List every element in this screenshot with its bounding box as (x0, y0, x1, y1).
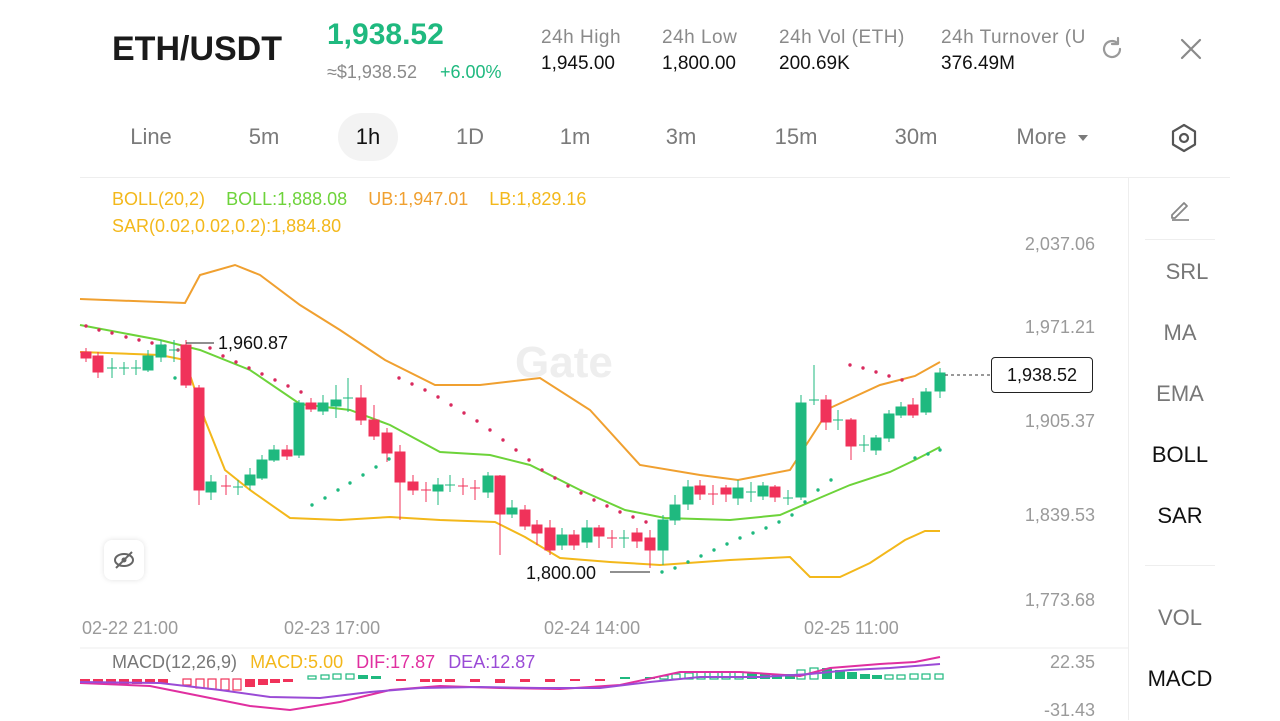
sar-dots (84, 324, 904, 524)
macd-axis-bottom: -31.43 (1043, 700, 1095, 720)
boll-lb-value: LB:1,829.16 (489, 189, 587, 209)
sidebar-item-ema[interactable]: EMA (1156, 381, 1204, 406)
dif-value: DIF:17.87 (356, 652, 436, 672)
sidebar-item-macd[interactable]: MACD (1147, 666, 1213, 691)
pencil-icon[interactable] (1166, 195, 1194, 223)
close-icon[interactable] (1178, 36, 1204, 62)
price-axis-label: 1,839.53 (1024, 505, 1095, 525)
time-axis-label: 02-24 14:00 (544, 618, 641, 638)
price-change: +6.00% (440, 62, 502, 82)
price-axis-label: 1,905.37 (1024, 411, 1095, 431)
stat-value: 1,945.00 (541, 53, 615, 74)
stat-volume: 24h Vol (ETH) 200.69K (779, 27, 905, 75)
tab-15m[interactable]: 15m (774, 124, 818, 149)
sidebar-item-sar[interactable]: SAR (1157, 503, 1203, 528)
macd-dea-line (79, 663, 941, 700)
tab-line[interactable]: Line (130, 124, 172, 149)
stat-value: 200.69K (779, 53, 850, 74)
boll-legend: BOLL(20,2) BOLL:1,888.08 UB:1,947.01 LB:… (112, 189, 586, 210)
pair-title: ETH/USDT (112, 30, 282, 68)
stat-value: 1,800.00 (662, 53, 736, 74)
sidebar-item-ma[interactable]: MA (1163, 320, 1197, 345)
time-axis-label: 02-22 21:00 (82, 618, 179, 638)
macd-legend: MACD(12,26,9) MACD:5.00 DIF:17.87 DEA:12… (112, 652, 535, 673)
current-price-tag: 1,938.52 (991, 357, 1093, 393)
eye-off-icon (114, 551, 134, 569)
stat-turnover: 24h Turnover (U 376.49M (941, 27, 1086, 75)
last-price: 1,938.52 (327, 18, 444, 51)
price-axis-label: 1,773.68 (1024, 590, 1095, 610)
tab-1h[interactable]: 1h (338, 113, 398, 161)
stat-label: 24h High (541, 27, 622, 48)
sidebar-divider (1128, 178, 1129, 720)
macd-axis-top: 22.35 (1049, 652, 1095, 672)
boll-params: BOLL(20,2) (112, 189, 206, 209)
boll-mid-value: BOLL:1,888.08 (226, 189, 348, 209)
more-tab[interactable]: More (1005, 113, 1100, 161)
tab-1d[interactable]: 1D (455, 124, 485, 149)
price-axis-label: 2,037.06 (1024, 234, 1095, 254)
time-axis-label: 02-23 17:00 (284, 618, 381, 638)
sar-legend: SAR(0.02,0.02,0.2):1,884.80 (112, 216, 342, 236)
caret-down-icon (1077, 135, 1088, 142)
stat-low: 24h Low 1,800.00 (662, 27, 737, 75)
macd-params: MACD(12,26,9) (112, 652, 238, 672)
stat-label: 24h Low (662, 27, 738, 48)
sidebar-sep-1 (1145, 239, 1215, 240)
macd-value: MACD:5.00 (250, 652, 344, 672)
candles (80, 340, 946, 568)
sidebar-item-srl[interactable]: SRL (1165, 259, 1209, 284)
settings-hex-icon[interactable] (1170, 123, 1198, 153)
candlestick-chart[interactable] (0, 0, 1128, 720)
boll-upper-band (79, 263, 941, 482)
high-price-label: 1,960.87 (218, 333, 289, 353)
sidebar-item-vol[interactable]: VOL (1157, 605, 1203, 630)
sar-dots-bullish (173, 376, 942, 574)
toggle-drawing-button[interactable] (104, 540, 144, 580)
dea-value: DEA:12.87 (448, 652, 536, 672)
tab-1m[interactable]: 1m (559, 124, 591, 149)
tab-30m[interactable]: 30m (894, 124, 938, 149)
sidebar-sep-2 (1145, 565, 1215, 566)
time-axis-label: 02-25 11:00 (804, 618, 899, 638)
stat-label: 24h Vol (ETH) (779, 27, 905, 48)
sidebar-item-boll[interactable]: BOLL (1151, 442, 1209, 467)
stat-high: 24h High 1,945.00 (541, 27, 621, 75)
boll-lower-band (79, 351, 940, 578)
stat-label: 24h Turnover (U (941, 27, 1086, 48)
usd-price: ≈$1,938.52 (327, 62, 417, 82)
more-label: More (1016, 124, 1067, 149)
tab-5m[interactable]: 5m (248, 124, 280, 149)
tab-3m[interactable]: 3m (665, 124, 697, 149)
price-axis-label: 1,971.21 (1024, 317, 1095, 337)
chart-top-divider (80, 177, 1230, 178)
stat-value: 376.49M (941, 53, 1015, 74)
low-price-label: 1,800.00 (526, 563, 597, 583)
boll-ub-value: UB:1,947.01 (368, 189, 469, 209)
refresh-icon[interactable] (1098, 35, 1126, 63)
